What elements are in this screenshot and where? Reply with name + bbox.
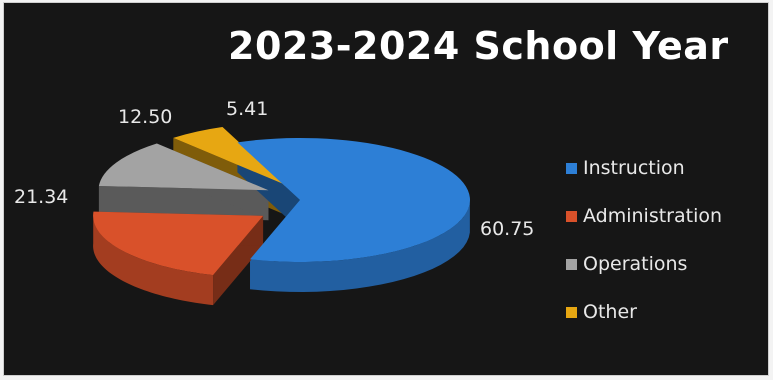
legend-swatch-instruction xyxy=(566,162,577,174)
legend-swatch-operations xyxy=(566,258,577,270)
legend-item-other: Other xyxy=(566,288,722,336)
chart-title: 2023-2024 School Year xyxy=(228,24,729,68)
legend-swatch-administration xyxy=(566,210,577,222)
legend: Instruction Administration Operations Ot… xyxy=(566,144,722,336)
data-label-operations: 12.50 xyxy=(118,106,173,128)
data-label-administration: 21.34 xyxy=(14,186,69,208)
legend-label-instruction: Instruction xyxy=(583,157,685,179)
legend-item-instruction: Instruction xyxy=(566,144,722,192)
legend-label-administration: Administration xyxy=(583,205,723,227)
pie-slice-administration xyxy=(93,211,264,276)
pie-slice-operations xyxy=(98,143,269,191)
data-label-instruction: 60.75 xyxy=(480,218,535,240)
legend-label-other: Other xyxy=(583,301,637,323)
pie-slice-other xyxy=(173,126,286,185)
legend-swatch-other xyxy=(566,306,577,318)
data-label-other: 5.41 xyxy=(226,98,269,120)
legend-item-administration: Administration xyxy=(566,192,722,240)
slice-edge-instruction xyxy=(250,197,470,292)
legend-item-operations: Operations xyxy=(566,240,722,288)
legend-label-operations: Operations xyxy=(583,253,688,275)
slice-edge-administration xyxy=(93,213,214,306)
pie-slice-instruction xyxy=(237,137,471,262)
